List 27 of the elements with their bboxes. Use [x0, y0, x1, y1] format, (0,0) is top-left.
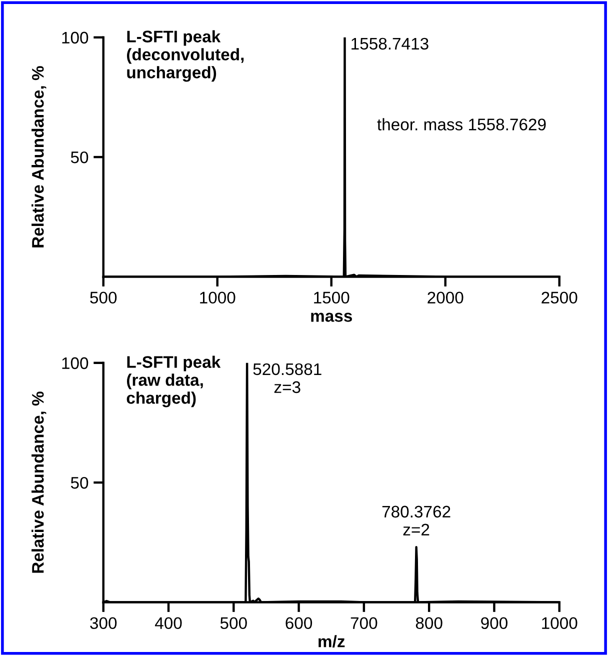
y-tick-label: 100 — [62, 357, 88, 370]
annotation: L-SFTI peak (deconvoluted, uncharged) — [126, 30, 244, 82]
x-tick-label: 300 — [90, 617, 117, 630]
x-axis-title: mass — [311, 312, 352, 322]
y-tick-label: 100 — [62, 32, 88, 44]
x-tick-label: 500 — [90, 292, 117, 304]
y-axis-title: Relative Abundance, % — [32, 392, 46, 573]
annotation: theor. mass 1558.7629 — [377, 118, 546, 130]
x-tick-label: 500 — [220, 617, 247, 630]
y-axis-title: Relative Abundance, % — [32, 66, 46, 248]
annotation: L-SFTI peak (raw data, charged) — [126, 356, 221, 408]
x-axis-title: m/z — [318, 635, 345, 648]
annotation: 520.5881 z=3 — [253, 363, 322, 394]
x-tick-label: 2000 — [428, 292, 464, 304]
x-tick-label: 400 — [154, 617, 182, 630]
x-tick-label: 700 — [350, 617, 378, 630]
x-tick-label: 1000 — [200, 292, 236, 304]
x-tick-label: 1000 — [542, 617, 578, 630]
x-tick-label: 2500 — [542, 292, 578, 304]
x-tick-label: 600 — [286, 617, 312, 630]
annotation: 1558.7413 — [352, 38, 428, 50]
annotation: 780.3762 z=2 — [382, 506, 450, 536]
x-tick-label: 800 — [416, 617, 442, 630]
y-tick-label: 50 — [70, 151, 88, 164]
x-tick-label: 1500 — [314, 292, 350, 304]
x-tick-label: 900 — [481, 617, 508, 630]
y-tick-label: 50 — [70, 476, 88, 489]
